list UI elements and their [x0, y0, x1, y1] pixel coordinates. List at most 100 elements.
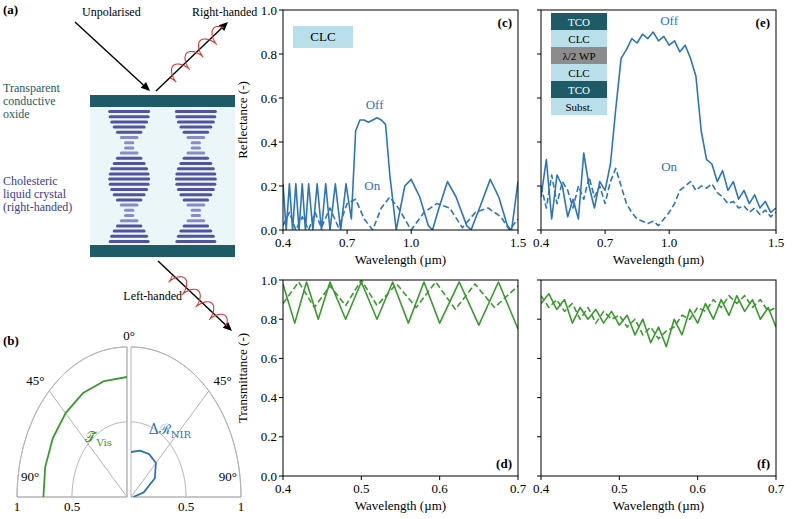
arrow-shaft	[156, 28, 222, 91]
y-tick	[279, 358, 283, 359]
x-tick	[411, 230, 412, 234]
lc-molecule	[177, 120, 215, 123]
clc-layer	[90, 107, 235, 245]
y-tick-label: 0.6	[261, 91, 278, 106]
lc-molecule	[116, 198, 142, 201]
x-tick-label: 0.4	[275, 481, 292, 496]
polar-frame	[17, 347, 127, 497]
inset-label: CLC	[310, 29, 335, 44]
lc-molecule	[177, 167, 215, 170]
x-tick	[283, 476, 284, 480]
x-tick-label: 0.7	[597, 235, 614, 250]
x-tick	[439, 476, 440, 480]
lc-molecule	[183, 224, 209, 227]
lc-molecule	[109, 172, 150, 175]
theta-tick-label: 90°	[21, 469, 39, 484]
series-line	[541, 296, 776, 339]
y-tick	[279, 142, 283, 143]
theta-grid	[131, 497, 241, 498]
series-label: Off	[660, 13, 678, 28]
incident-label: Unpolarised	[82, 5, 141, 19]
y-tick	[537, 436, 541, 437]
schematic: (a)UnpolarisedRight-handedLeft-handedTra…	[3, 2, 257, 331]
y-tick	[537, 397, 541, 398]
x-tick-label: 1.0	[661, 235, 677, 250]
y-tick	[537, 476, 541, 477]
x-tick-label: 1.5	[510, 235, 526, 250]
x-axis-title: Wavelength (µm)	[613, 252, 704, 267]
y-tick-label: 0.8	[261, 47, 277, 62]
series-line	[283, 197, 518, 230]
y-tick-label: 0.6	[261, 351, 278, 366]
lc-molecule	[177, 188, 215, 191]
line-chart: 0.40.50.60.70.00.20.40.60.81.0Wavelength…	[235, 273, 527, 514]
lc-molecule	[183, 198, 209, 201]
lc-molecule	[109, 115, 150, 118]
y-tick-label: 0.0	[261, 469, 277, 484]
y-tick	[537, 142, 541, 143]
y-tick-label: 1.0	[261, 273, 277, 288]
polar-frame	[127, 347, 128, 497]
y-tick	[279, 476, 283, 477]
lc-molecule	[113, 126, 146, 129]
polar-curve	[131, 451, 156, 497]
tco-bottom	[90, 245, 235, 257]
y-axis-title: Transmittance (-)	[235, 333, 250, 423]
lc-molecule	[186, 219, 205, 222]
lc-molecule	[124, 146, 134, 149]
text-line: (right-handed)	[3, 200, 72, 214]
x-tick	[361, 476, 362, 480]
line-chart: 0.40.71.01.50.00.20.40.60.81.0Wavelength…	[235, 3, 526, 268]
y-tick	[537, 10, 541, 11]
line-chart: 0.40.50.60.7Wavelength (µm)(f)	[533, 280, 785, 513]
x-axis-title: Wavelength (µm)	[613, 498, 704, 513]
lc-molecule	[110, 188, 148, 191]
lc-molecule	[175, 172, 216, 175]
inset-layer	[551, 47, 607, 64]
lc-molecule	[175, 183, 216, 186]
theta-tick-label: 45°	[26, 373, 44, 388]
lc-molecule	[124, 209, 134, 212]
text-line: conductive	[3, 94, 59, 108]
lc-molecule	[191, 214, 201, 217]
x-tick	[619, 476, 620, 480]
lc-molecule	[109, 183, 150, 186]
line-chart: 0.40.71.01.5Wavelength (µm)OffOnTCOCLCλ/…	[533, 10, 784, 267]
x-tick-label: 1.5	[768, 235, 784, 250]
y-tick	[279, 230, 283, 231]
polar-curve	[43, 377, 127, 497]
inset-label: TCO	[568, 84, 590, 96]
y-tick-label: 0.2	[261, 429, 277, 444]
x-tick-label: 0.6	[432, 481, 449, 496]
reflected-label: Right-handed	[192, 5, 257, 19]
plot-area	[131, 451, 156, 497]
plot-area	[541, 32, 776, 226]
text-line: Cholesteric	[3, 174, 61, 188]
y-tick	[279, 319, 283, 320]
x-tick	[697, 476, 698, 480]
inset: CLC	[293, 26, 353, 48]
y-tick-label: 1.0	[261, 3, 277, 18]
series-label: Off	[366, 97, 384, 112]
inset-layer	[551, 13, 607, 30]
x-tick	[605, 230, 606, 234]
x-tick	[776, 476, 777, 480]
lc-molecule	[124, 141, 134, 144]
x-axis-title: Wavelength (µm)	[355, 498, 446, 513]
series-label: ΔℛNIR	[149, 421, 192, 440]
x-tick	[347, 230, 348, 234]
lc-molecule	[186, 152, 205, 155]
lc-molecule	[109, 240, 150, 243]
lc-molecule	[179, 230, 212, 233]
x-tick	[541, 476, 542, 480]
lc-molecule	[124, 214, 134, 217]
lc-molecule	[191, 146, 201, 149]
inset-label: TCO	[568, 16, 590, 28]
tco-label: Transparent conductive oxide	[3, 81, 63, 121]
lc-molecule	[116, 157, 142, 160]
inset-label: λ/2 WP	[562, 50, 595, 62]
lc-molecule	[113, 162, 146, 165]
lc-molecule	[191, 141, 201, 144]
polar-chart: 0.510°45°90°𝒯̄Vis(b)	[3, 328, 135, 514]
inset-label: CLC	[568, 67, 589, 79]
